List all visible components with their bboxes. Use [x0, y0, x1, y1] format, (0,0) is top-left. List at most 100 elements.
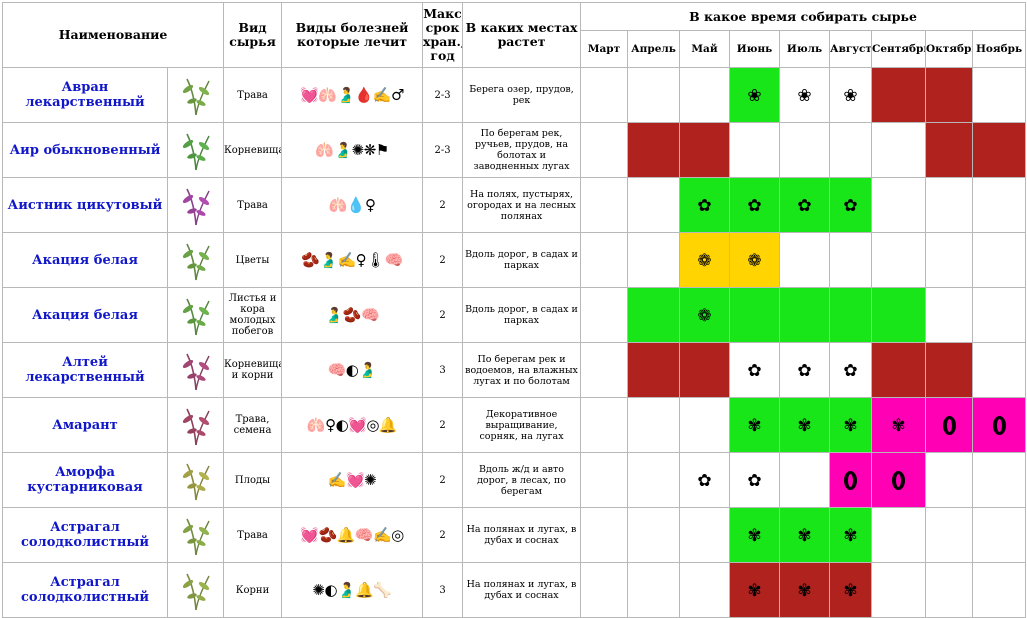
harvest-month-cell	[627, 342, 681, 398]
harvest-month-cell: ✿	[729, 177, 781, 233]
disease-icons: ✺◐🫃🔔🦴	[281, 562, 424, 618]
harvest-month-cell	[580, 122, 629, 178]
plant-name[interactable]: Аморфа кустарниковая	[2, 452, 168, 508]
growing-places: Вдоль дорог, в садах и парках	[462, 287, 582, 343]
harvest-month-cell: ❁	[679, 287, 731, 343]
harvest-month-cell: ✾	[779, 397, 831, 453]
header-row-1: Наименование Вид сырья Виды болезней кот…	[1, 2, 1027, 68]
harvest-month-cell	[972, 507, 1027, 563]
growing-places: На полях, пустырях, огородах и на лесных…	[462, 177, 582, 233]
table-row: Акация белая Цветы 🫘🫃✍♀🌡🧠 2 Вдоль дорог, в с…	[2, 232, 1027, 288]
growing-places: Декоративное выращивание, сорняк, на луг…	[462, 397, 582, 453]
harvest-month-cell	[925, 562, 974, 618]
harvest-month-cell	[871, 452, 927, 508]
harvest-month-cell	[925, 67, 974, 123]
flower-icon: ✾	[843, 415, 858, 436]
raw-material-type: Трава, семена	[223, 397, 283, 453]
plant-name[interactable]: Акация белая	[2, 287, 168, 343]
storage-years: 2	[422, 507, 464, 563]
harvest-month-cell	[972, 287, 1027, 343]
flower-icon: ✿	[747, 470, 762, 491]
harvest-month-cell	[580, 507, 629, 563]
storage-years: 3	[422, 342, 464, 398]
harvest-month-cell	[829, 452, 873, 508]
harvest-month-cell	[871, 177, 927, 233]
raw-material-type: Корневища	[223, 122, 283, 178]
disease-icons: 🫃🫘🧠	[281, 287, 424, 343]
header-diseases: Виды болезней которые лечит	[281, 2, 424, 68]
table-row: Аистник цикутовый Трава 🫁💧♀ 2 На полях, пуст…	[2, 177, 1027, 233]
plant-name[interactable]: Амарант	[2, 397, 168, 453]
plant-photo	[166, 177, 225, 233]
seed-icon	[892, 471, 906, 490]
disease-icons: 🫁💧♀	[281, 177, 424, 233]
table-row: Алтей лекарственный Корневища и корни 🧠◐🫃 3…	[2, 342, 1027, 398]
header-row-months: Март Апрель Май Июнь Июль Август Сентябр…	[3, 30, 1027, 68]
header-month: Ноябрь	[972, 30, 1027, 68]
plant-name[interactable]: Аир обыкновенный	[2, 122, 168, 178]
flower-icon: ✾	[843, 525, 858, 546]
plant-name[interactable]: Акация белая	[2, 232, 168, 288]
harvest-month-cell: ❁	[679, 232, 731, 288]
harvest-month-cell: ✾	[779, 562, 831, 618]
storage-years: 3	[422, 562, 464, 618]
harvest-month-cell	[627, 67, 681, 123]
flower-icon: ✾	[797, 525, 812, 546]
storage-years: 2	[422, 452, 464, 508]
plant-photo	[166, 232, 225, 288]
disease-icons: 🧠◐🫃	[281, 342, 424, 398]
harvest-month-cell	[580, 562, 629, 618]
header-storage: Макс срок хран., год	[422, 2, 464, 68]
harvest-month-cell	[627, 287, 681, 343]
harvest-month-cell: ❀	[829, 67, 873, 123]
flower-icon: ✿	[697, 470, 712, 491]
harvest-month-cell	[972, 452, 1027, 508]
raw-material-type: Корни	[223, 562, 283, 618]
flower-icon: ✿	[797, 195, 812, 216]
harvest-month-cell	[580, 397, 629, 453]
table-row: Аир обыкновенный Корневища 🫁🫃✺❋⚑ 2-3 По бере…	[2, 122, 1027, 178]
storage-years: 2	[422, 232, 464, 288]
harvest-month-cell	[972, 342, 1027, 398]
harvest-month-cell: ✿	[729, 452, 781, 508]
flower-icon: ✾	[747, 525, 762, 546]
plant-name[interactable]: Астрагал солодколистный	[2, 507, 168, 563]
header-month: Апрель	[627, 30, 681, 68]
disease-icons: ✍💓✺	[281, 452, 424, 508]
harvest-month-cell	[972, 122, 1027, 178]
header-places: В каких местах растет	[462, 2, 582, 68]
harvest-month-cell	[779, 287, 831, 343]
table-row: Авран лекарственный Трава 💓🫁🫃🩸✍️♂ 2-3 Берега…	[2, 67, 1027, 123]
plant-photo	[166, 287, 225, 343]
growing-places: По берегам рек, ручьев, прудов, на болот…	[462, 122, 582, 178]
harvest-month-cell	[729, 122, 781, 178]
harvest-month-cell	[627, 232, 681, 288]
plant-name[interactable]: Аистник цикутовый	[2, 177, 168, 233]
harvest-month-cell: ✾	[729, 562, 781, 618]
plant-name[interactable]: Авран лекарственный	[2, 67, 168, 123]
harvest-month-cell	[925, 342, 974, 398]
header-type: Вид сырья	[223, 2, 283, 68]
disease-icons: 🫁🫃✺❋⚑	[281, 122, 424, 178]
harvest-month-cell	[871, 562, 927, 618]
harvest-month-cell	[779, 452, 831, 508]
plant-photo	[166, 342, 225, 398]
flower-icon: ✾	[747, 580, 762, 601]
disease-icons: 💓🫘🔔🧠✍◎	[281, 507, 424, 563]
plant-name[interactable]: Алтей лекарственный	[2, 342, 168, 398]
disease-icons: 💓🫁🫃🩸✍️♂	[281, 67, 424, 123]
harvest-month-cell: ✿	[679, 452, 731, 508]
harvest-month-cell	[972, 67, 1027, 123]
raw-material-type: Трава	[223, 177, 283, 233]
raw-material-type: Листья и кора молодых побегов	[223, 287, 283, 343]
harvest-month-cell: ✾	[779, 507, 831, 563]
flower-icon: ✿	[747, 360, 762, 381]
plant-name[interactable]: Астрагал солодколистный	[2, 562, 168, 618]
flower-icon: ❀	[797, 85, 812, 106]
harvest-month-cell	[580, 287, 629, 343]
flower-icon: ✿	[747, 195, 762, 216]
harvest-month-cell	[679, 122, 731, 178]
flower-icon: ✾	[797, 580, 812, 601]
harvest-month-cell	[925, 177, 974, 233]
